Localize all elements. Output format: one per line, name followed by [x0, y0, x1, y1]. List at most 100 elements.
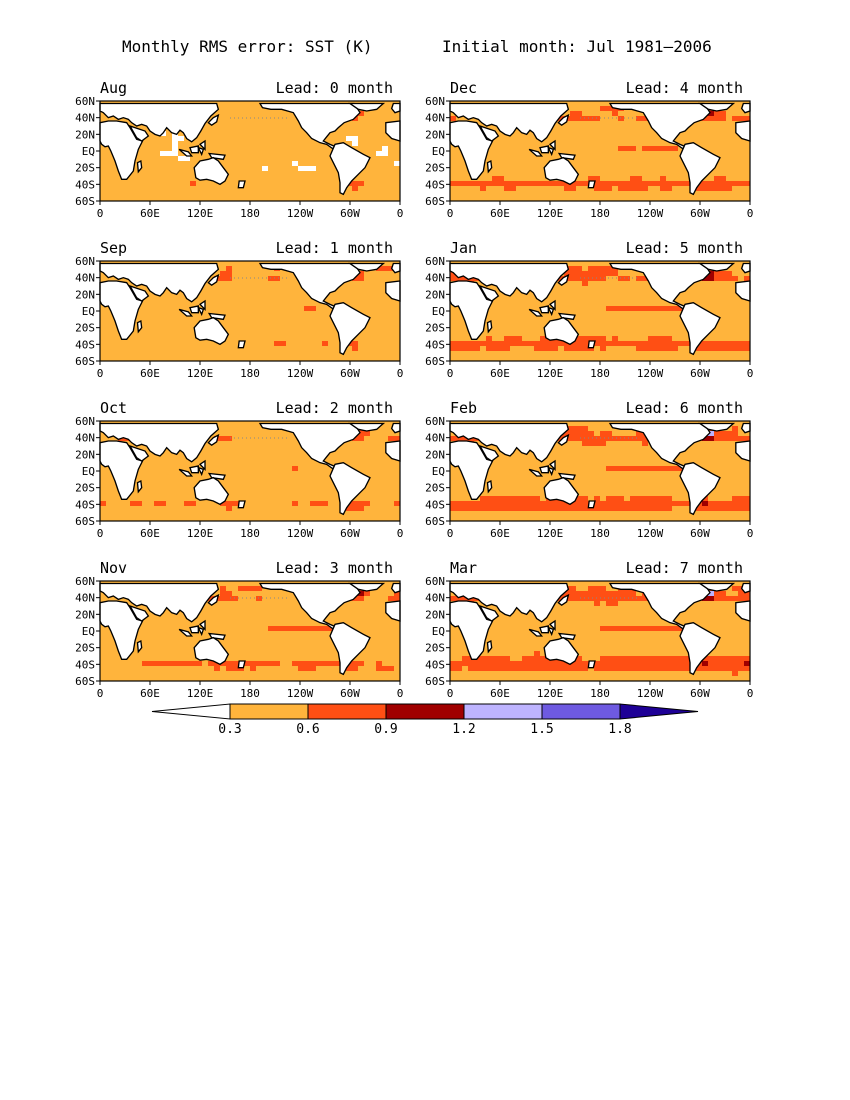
heatmap-cell	[238, 286, 245, 292]
heatmap-cell	[498, 131, 505, 137]
heatmap-cell	[696, 191, 703, 197]
heatmap-cell	[244, 281, 251, 287]
heatmap-cell	[528, 306, 535, 312]
heatmap-cell	[636, 196, 643, 202]
heatmap-cell	[370, 176, 377, 182]
heatmap-cell	[576, 356, 583, 362]
heatmap-cell	[358, 341, 365, 347]
heatmap-cell	[714, 341, 721, 347]
heatmap-cell	[196, 296, 203, 302]
heatmap-cell	[394, 156, 401, 162]
heatmap-cell	[660, 176, 667, 182]
heatmap-cell	[382, 351, 389, 357]
heatmap-cell	[636, 141, 643, 147]
heatmap-cell	[474, 191, 481, 197]
heatmap-cell	[154, 456, 161, 462]
heatmap-cell	[546, 311, 553, 317]
heatmap-cell	[456, 181, 463, 187]
heatmap-cell	[370, 116, 377, 122]
heatmap-cell	[480, 191, 487, 197]
heatmap-cell	[178, 181, 185, 187]
heatmap-cell	[498, 311, 505, 317]
heatmap-cell	[232, 446, 239, 452]
heatmap-cell	[534, 156, 541, 162]
heatmap-cell	[100, 176, 107, 182]
heatmap-cell	[142, 326, 149, 332]
heatmap-cell	[352, 131, 359, 137]
heatmap-cell	[600, 341, 607, 347]
heatmap-cell	[570, 341, 577, 347]
heatmap-cell	[304, 476, 311, 482]
heatmap-cell	[304, 146, 311, 152]
heatmap-cell	[196, 341, 203, 347]
heatmap-cell	[370, 501, 377, 507]
heatmap-cell	[100, 116, 107, 122]
heatmap-cell	[504, 186, 511, 192]
heatmap-cell	[220, 276, 227, 282]
heatmap-cell	[684, 191, 691, 197]
heatmap-cell	[576, 291, 583, 297]
heatmap-cell	[214, 346, 221, 352]
heatmap-cell	[202, 156, 209, 162]
heatmap-cell	[244, 131, 251, 137]
heatmap-cell	[636, 176, 643, 182]
heatmap-cell	[630, 356, 637, 362]
heatmap-cell	[648, 171, 655, 177]
heatmap-cell	[226, 436, 233, 442]
heatmap-cell	[142, 341, 149, 347]
heatmap-cell	[450, 346, 457, 352]
heatmap-cell	[184, 306, 191, 312]
heatmap-cell	[214, 306, 221, 312]
heatmap-cell	[232, 261, 239, 267]
heatmap-cell	[528, 156, 535, 162]
heatmap-cell	[492, 196, 499, 202]
heatmap-cell	[310, 486, 317, 492]
heatmap-cell	[666, 341, 673, 347]
heatmap-cell	[154, 321, 161, 327]
heatmap-cell	[570, 101, 577, 107]
heatmap-cell	[370, 131, 377, 137]
heatmap-cell	[582, 171, 589, 177]
heatmap-cell	[684, 351, 691, 357]
heatmap-cell	[576, 136, 583, 142]
heatmap-cell	[516, 171, 523, 177]
heatmap-cell	[196, 311, 203, 317]
heatmap-cell	[286, 111, 293, 117]
heatmap-cell	[744, 186, 751, 192]
heatmap-cell	[166, 161, 173, 167]
heatmap-cell	[256, 356, 263, 362]
heatmap-cell	[292, 301, 299, 307]
heatmap-cell	[358, 116, 365, 122]
heatmap-cell	[262, 466, 269, 472]
heatmap-cell	[576, 351, 583, 357]
heatmap-cell	[714, 346, 721, 352]
heatmap-cell	[172, 191, 179, 197]
heatmap-cell	[606, 271, 613, 277]
heatmap-cell	[370, 146, 377, 152]
heatmap-cell	[642, 331, 649, 337]
heatmap-cell	[708, 191, 715, 197]
heatmap-cell	[286, 356, 293, 362]
heatmap-cell	[370, 321, 377, 327]
heatmap-cell	[280, 186, 287, 192]
heatmap-cell	[624, 191, 631, 197]
heatmap-cell	[166, 186, 173, 192]
heatmap-cell	[504, 336, 511, 342]
heatmap-cell	[504, 331, 511, 337]
heatmap-cell	[462, 191, 469, 197]
heatmap-cell	[576, 141, 583, 147]
heatmap-cell	[148, 486, 155, 492]
heatmap-cell	[268, 301, 275, 307]
heatmap-cell	[316, 306, 323, 312]
heatmap-cell	[316, 176, 323, 182]
heatmap-cell	[130, 171, 137, 177]
heatmap-cell	[310, 481, 317, 487]
heatmap-cell	[672, 166, 679, 172]
heatmap-cell	[178, 476, 185, 482]
heatmap-cell	[660, 316, 667, 322]
heatmap-cell	[450, 336, 457, 342]
heatmap-cell	[256, 156, 263, 162]
heatmap-cell	[576, 166, 583, 172]
heatmap-cell	[220, 351, 227, 357]
heatmap-cell	[528, 296, 535, 302]
